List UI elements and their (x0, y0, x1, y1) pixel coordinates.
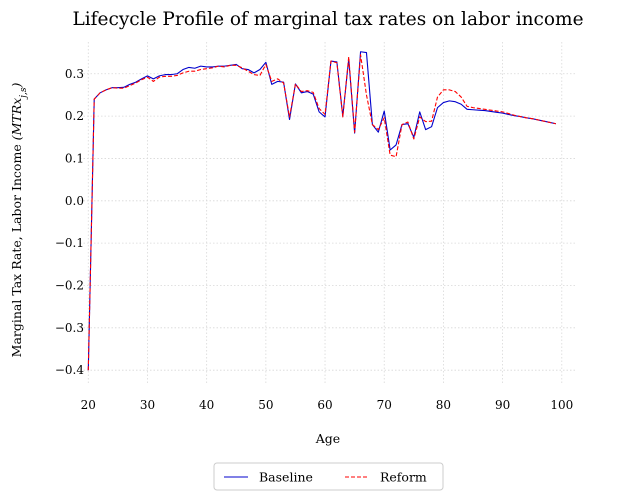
x-tick-label: 20 (81, 398, 96, 412)
legend: Baseline Reform (213, 462, 444, 491)
chart-title: Lifecycle Profile of marginal tax rates … (72, 9, 583, 30)
grid (80, 42, 576, 385)
series-line-reform (87, 54, 556, 371)
legend-box (213, 462, 444, 491)
x-tick-label: 100 (550, 398, 573, 412)
y-tick-label: 0.0 (65, 194, 84, 208)
y-axis: −0.4 −0.3 −0.2 −0.1 0.0 0.1 0.2 0.3 (55, 67, 85, 377)
x-tick-label: 50 (258, 398, 273, 412)
y-tick-label: −0.2 (55, 278, 84, 292)
x-tick-label: 60 (317, 398, 332, 412)
y-axis-label-text: Marginal Tax Rate, Labor Income (9, 144, 24, 357)
x-tick-label: 70 (377, 398, 392, 412)
y-tick-label: 0.2 (65, 109, 84, 123)
x-axis: 20 30 40 50 60 70 80 90 100 (81, 398, 574, 412)
series-line-baseline (87, 51, 556, 371)
y-tick-label: −0.4 (55, 363, 85, 377)
y-tick-label: 0.1 (65, 151, 84, 165)
y-axis-label: Marginal Tax Rate, Labor Income (MTRxj,s… (9, 83, 29, 358)
y-tick-label: −0.1 (55, 236, 84, 250)
legend-label-baseline: Baseline (259, 470, 313, 485)
series-group (87, 51, 556, 371)
x-tick-label: 80 (436, 398, 451, 412)
x-tick-label: 40 (199, 398, 214, 412)
y-axis-label-math: (MTRxj,s) (9, 83, 29, 141)
x-tick-label: 30 (140, 398, 155, 412)
y-tick-label: −0.3 (55, 321, 84, 335)
y-tick-label: 0.3 (65, 67, 84, 81)
x-tick-label: 90 (495, 398, 510, 412)
legend-label-reform: Reform (380, 470, 427, 485)
x-axis-label: Age (315, 431, 340, 446)
